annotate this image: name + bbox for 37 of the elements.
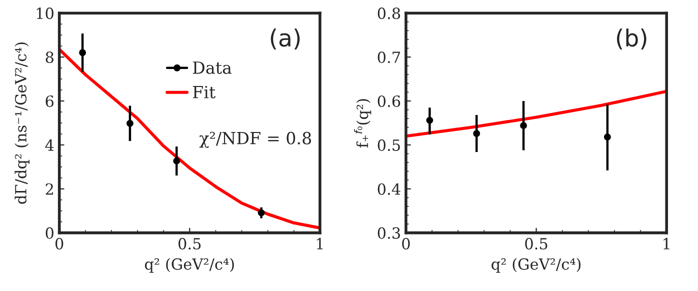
x-axis-title: q² (GeV²/c⁴) <box>492 258 581 273</box>
line-series <box>406 90 667 138</box>
point <box>604 134 611 140</box>
y-tick-label: 0.7 <box>378 52 400 64</box>
y-tick-label: 0.5 <box>378 139 400 151</box>
point <box>473 130 480 137</box>
annotation: (b) <box>616 28 646 50</box>
x-tick-label: 0 <box>402 238 410 250</box>
x-tick-label: 0.5 <box>525 238 548 250</box>
x-tick-label: 1 <box>316 238 323 250</box>
point <box>426 116 434 124</box>
y-tick-label: 8 <box>46 52 54 64</box>
y-tick-label: 0.4 <box>378 183 400 195</box>
y-tick-label: 2 <box>46 183 53 195</box>
point <box>126 120 134 127</box>
y-tick-label: 4 <box>45 139 54 151</box>
legend-label: Fit <box>192 86 216 98</box>
y-tick-label: 0.3 <box>378 227 400 239</box>
point <box>173 157 180 164</box>
y-tick-label: 0.6 <box>378 95 400 107</box>
line-series <box>59 48 320 230</box>
x-tick-label: 1 <box>664 238 670 250</box>
x-axis-title: q² (GeV²/c⁴) <box>144 258 234 273</box>
point <box>520 122 527 130</box>
legend-label: Data <box>192 62 232 74</box>
annotation: (a) <box>270 28 300 50</box>
y-axis-title: dΓ/dq² (ns⁻¹/GeV²/c⁴) <box>14 42 30 204</box>
x-tick-label: 0.5 <box>178 238 201 250</box>
x-tick-label: 0 <box>55 238 64 250</box>
annotation: χ²/NDF = 0.8 <box>199 132 312 148</box>
point <box>258 209 265 216</box>
y-axis-title: f₊$^{f₀}$(q²) <box>354 99 372 148</box>
y-tick-label: 0.8 <box>378 8 400 20</box>
point <box>79 49 86 56</box>
y-tick-label: 0 <box>46 227 54 239</box>
y-tick-label: 6 <box>46 95 54 107</box>
y-tick-label: 10 <box>36 8 54 20</box>
